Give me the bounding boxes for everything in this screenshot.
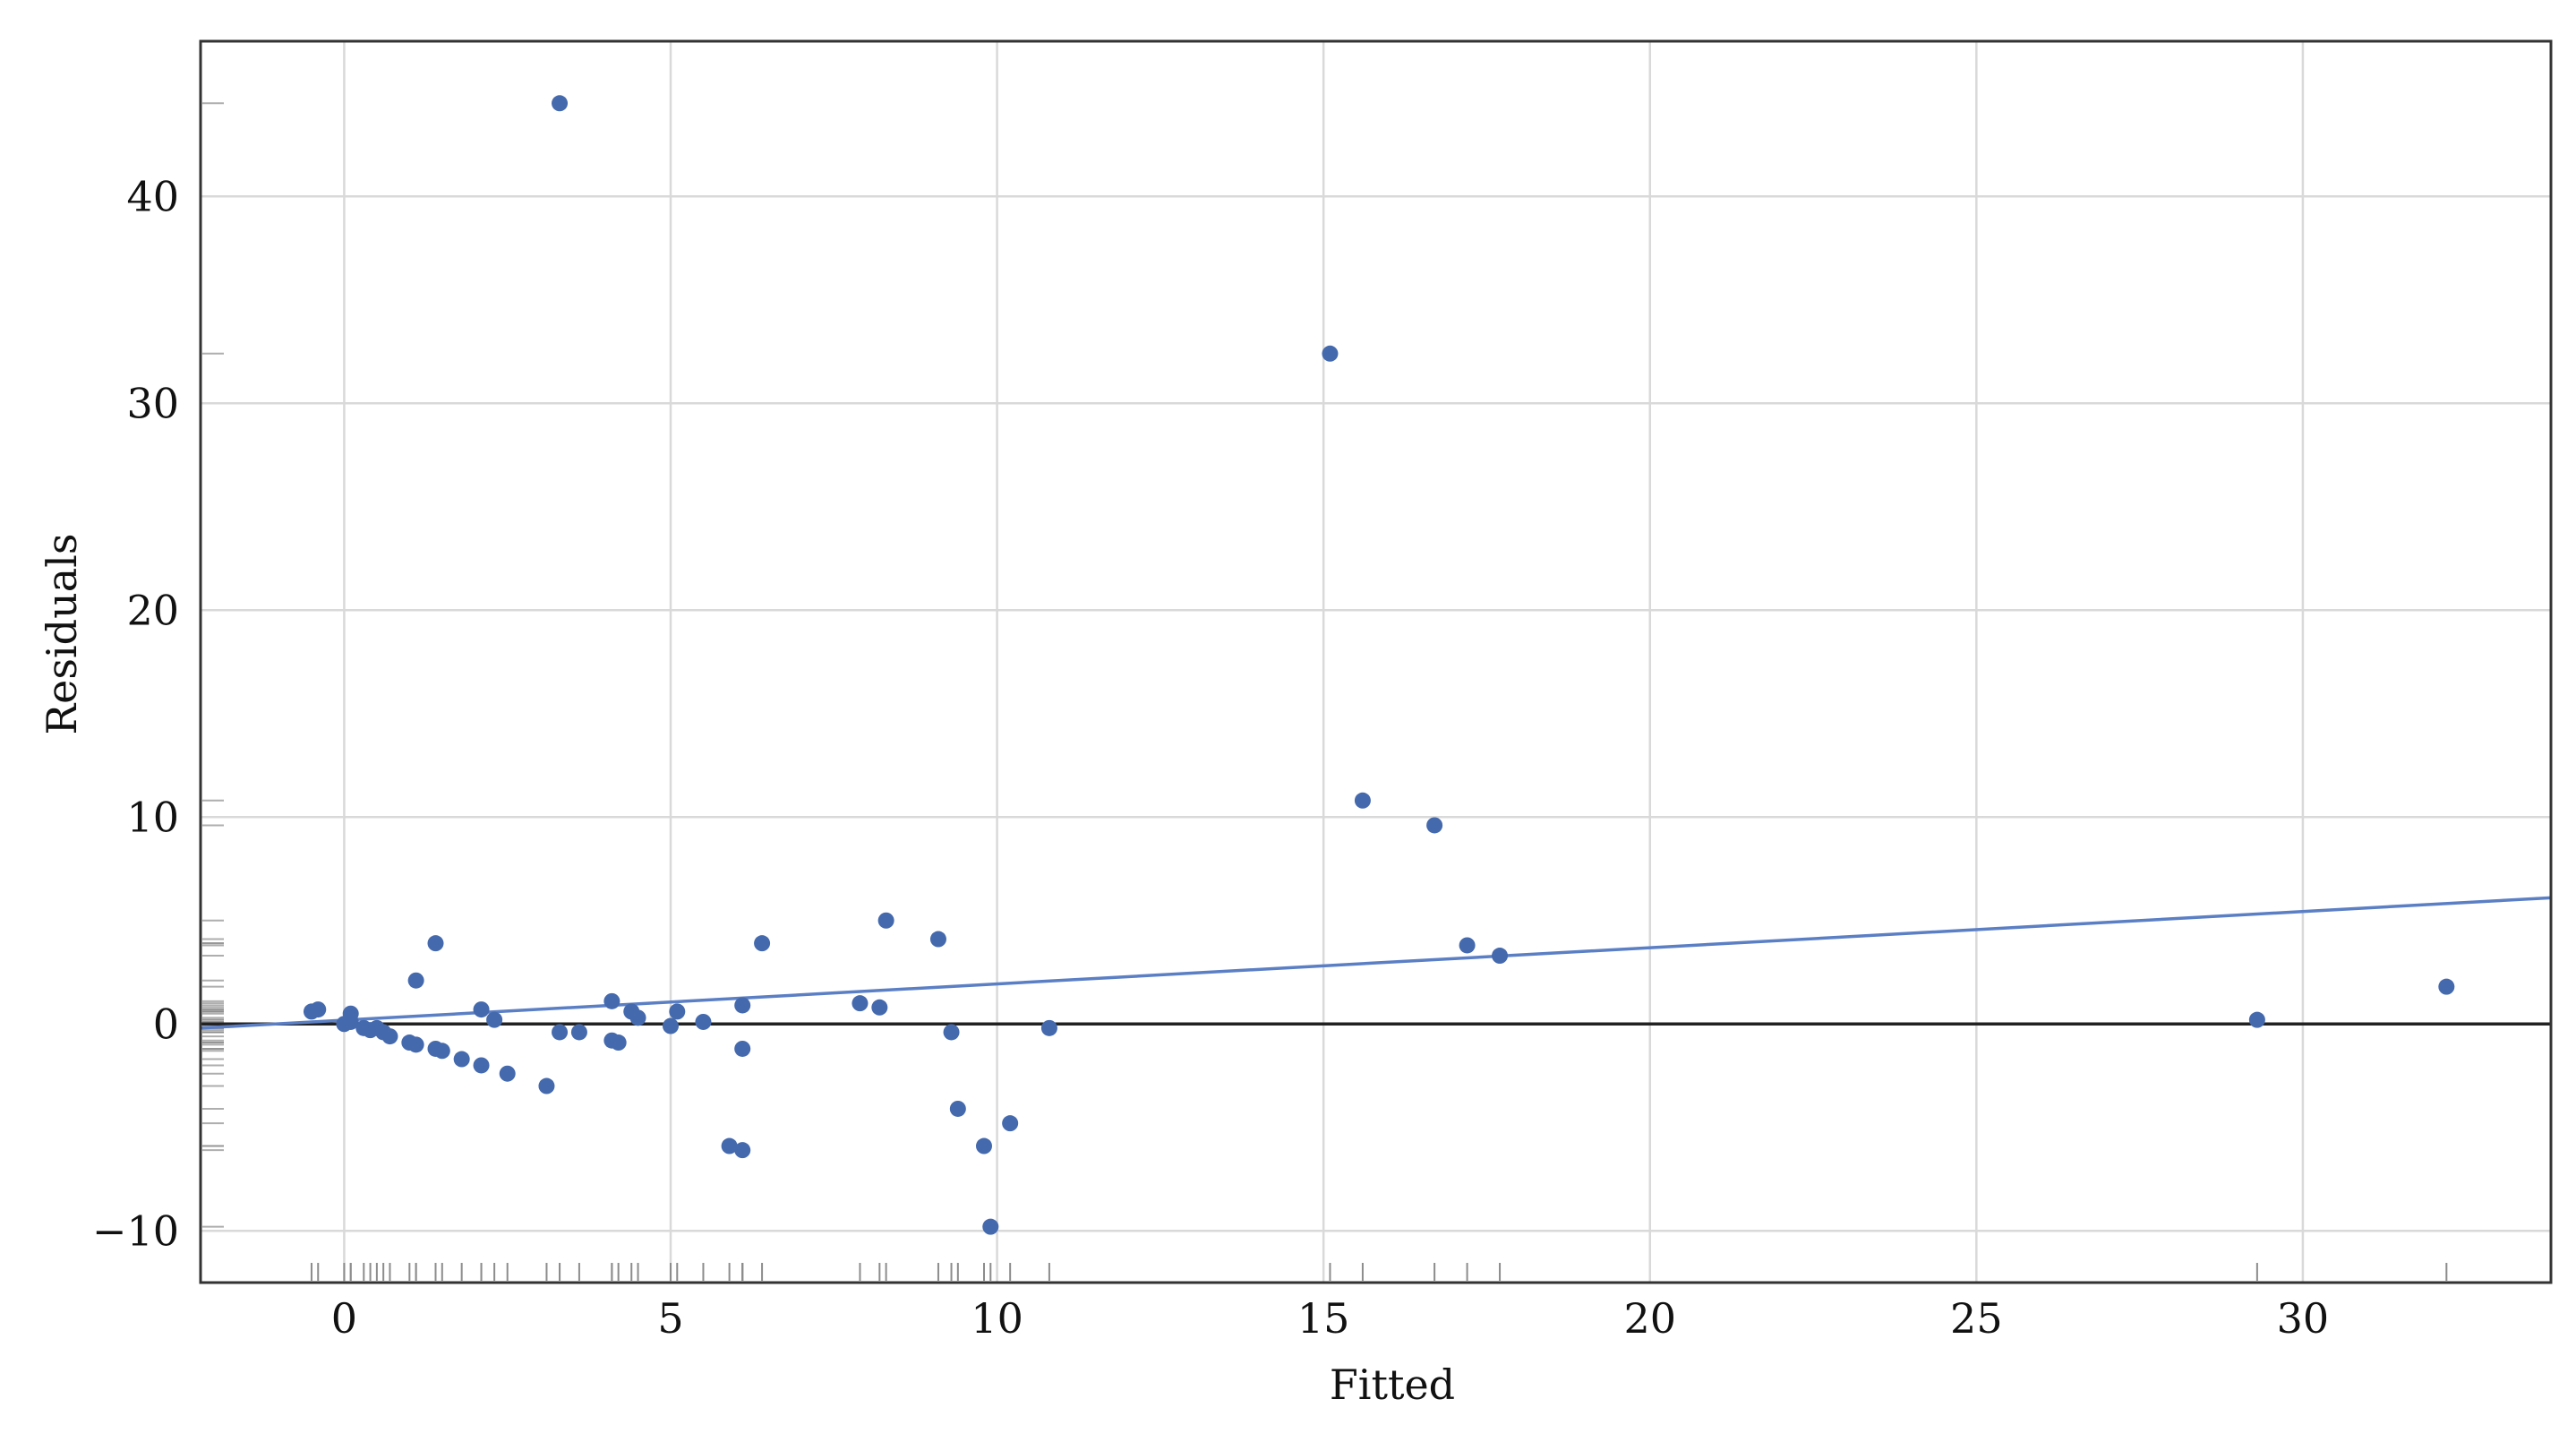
data-point: [852, 995, 869, 1012]
data-point: [943, 1024, 960, 1041]
data-point: [629, 1009, 646, 1026]
data-point: [486, 1011, 503, 1028]
data-point: [1492, 948, 1509, 965]
tick-layer: 0 5 10 15 20 25 30 −10 0 10 20 30 40: [92, 172, 2329, 1343]
data-point: [754, 935, 771, 952]
data-point: [342, 1005, 359, 1022]
y-axis-title: Residuals: [38, 534, 86, 735]
data-point: [538, 1077, 555, 1094]
data-point: [310, 1001, 327, 1018]
data-point: [982, 1218, 999, 1235]
data-point: [499, 1065, 516, 1082]
data-point: [734, 1142, 751, 1159]
data-point: [1426, 817, 1443, 834]
x-tick-label: 30: [2277, 1294, 2330, 1343]
y-tick-label: 20: [126, 586, 179, 634]
data-point: [473, 1057, 490, 1074]
data-point: [407, 1036, 424, 1053]
data-point: [453, 1051, 470, 1068]
data-point: [2248, 1011, 2265, 1028]
data-point: [929, 931, 946, 948]
line-layer: [200, 896, 2552, 1030]
x-tick-label: 15: [1297, 1294, 1350, 1343]
data-point: [433, 1043, 450, 1060]
plot-frame: [199, 39, 2553, 1284]
data-point: [407, 972, 424, 989]
data-point: [381, 1028, 398, 1045]
data-point: [1040, 1019, 1057, 1036]
data-point: [610, 1034, 627, 1051]
frame-layer: [199, 39, 2553, 1284]
x-tick-label: 25: [1950, 1294, 2003, 1343]
x-tick-label: 0: [331, 1294, 357, 1343]
trend-line: [200, 896, 2552, 1030]
data-point: [427, 935, 444, 952]
x-tick-label: 20: [1623, 1294, 1676, 1343]
y-tick-label: −10: [92, 1206, 179, 1255]
x-tick-label: 10: [971, 1294, 1023, 1343]
data-point: [552, 1024, 569, 1041]
y-tick-label: 0: [153, 1000, 179, 1048]
data-point: [976, 1137, 992, 1154]
y-tick-label: 10: [126, 793, 179, 841]
data-point: [1002, 1115, 1019, 1132]
data-point: [1354, 792, 1371, 809]
data-point: [570, 1024, 587, 1041]
data-point: [669, 1003, 686, 1020]
points-layer: [303, 95, 2455, 1235]
y-tick-label: 30: [126, 379, 179, 427]
grid-layer: [201, 41, 2551, 1283]
data-point: [2438, 978, 2455, 995]
data-point: [695, 1013, 712, 1030]
data-point: [663, 1017, 679, 1034]
data-point: [734, 997, 751, 1014]
x-axis-title: Fitted: [1330, 1360, 1455, 1409]
data-point: [1322, 345, 1339, 362]
data-point: [552, 95, 569, 112]
plot-area: [201, 41, 2551, 1283]
data-point: [949, 1100, 966, 1117]
data-point: [877, 912, 894, 929]
data-point: [473, 1001, 490, 1018]
data-point: [721, 1137, 738, 1154]
x-tick-label: 5: [657, 1294, 683, 1343]
data-point: [603, 992, 620, 1009]
data-point: [1459, 937, 1476, 954]
data-point: [871, 999, 888, 1016]
data-point: [734, 1040, 751, 1057]
y-tick-label: 40: [126, 172, 179, 220]
